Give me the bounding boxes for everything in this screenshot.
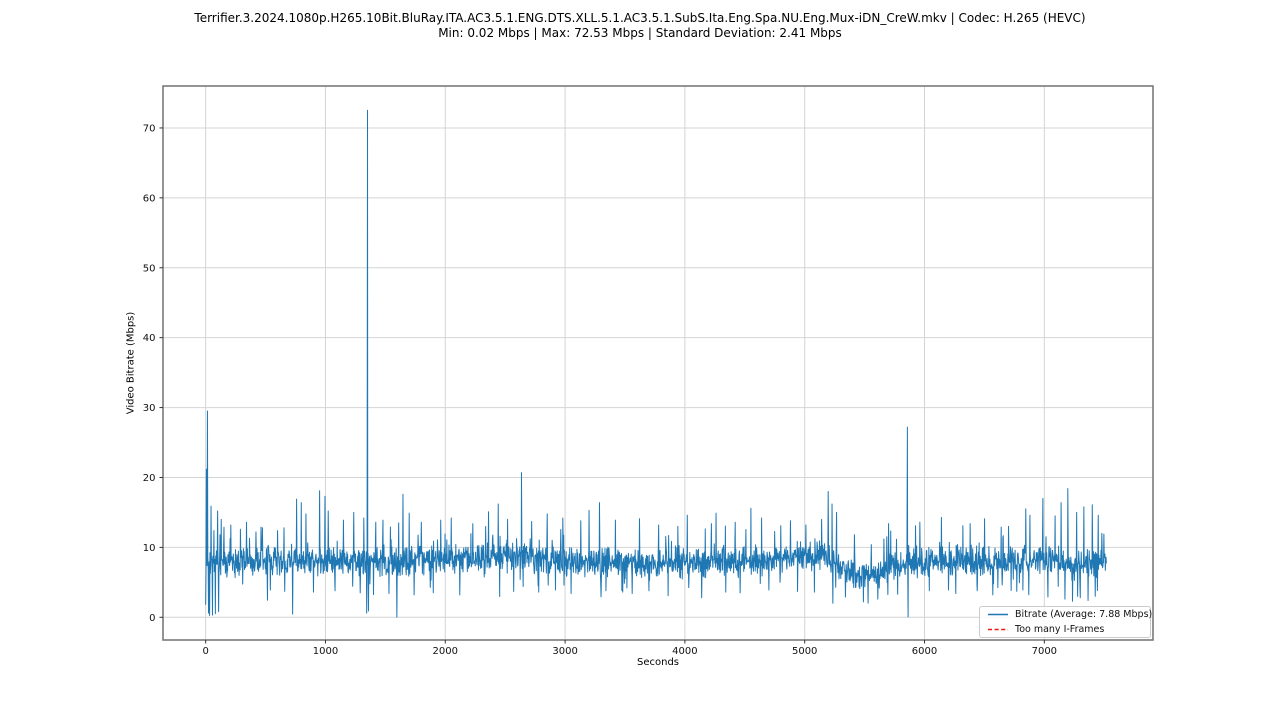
x-tick-label: 1000 [313, 646, 338, 657]
x-tick-label: 0 [202, 646, 208, 657]
y-tick-label: 20 [143, 473, 156, 484]
y-axis-label: Video Bitrate (Mbps) [125, 311, 137, 415]
x-tick-label: 3000 [552, 646, 577, 657]
chart-subtitle: Min: 0.02 Mbps | Max: 72.53 Mbps | Stand… [438, 26, 842, 40]
y-tick-label: 50 [143, 263, 156, 274]
y-tick-label: 10 [143, 543, 156, 554]
x-tick-label: 7000 [1032, 646, 1057, 657]
y-tick-label: 0 [149, 613, 155, 624]
legend-label-iframes: Too many I-Frames [1015, 623, 1105, 635]
x-axis-label: Seconds [636, 657, 680, 668]
x-tick-label: 4000 [672, 646, 697, 657]
x-tick-label: 6000 [912, 646, 937, 657]
plot-border [162, 85, 1154, 641]
y-tick-label: 40 [143, 333, 156, 344]
legend: Bitrate (Average: 7.88 Mbps) Too many I-… [979, 606, 1153, 638]
chart-title: Terrifier.3.2024.1080p.H265.10Bit.BluRay… [194, 11, 1086, 25]
bitrate-series-line [205, 109, 1107, 618]
legend-item-iframes: Too many I-Frames [987, 623, 1150, 637]
y-tick-label: 60 [143, 193, 156, 204]
bitrate-line-swatch [988, 613, 1008, 616]
x-tick-label: 5000 [792, 646, 817, 657]
x-tick-label: 2000 [433, 646, 458, 657]
y-tick-label: 30 [143, 403, 156, 414]
legend-label-bitrate: Bitrate (Average: 7.88 Mbps) [1015, 608, 1153, 620]
legend-item-bitrate: Bitrate (Average: 7.88 Mbps) [987, 608, 1153, 622]
iframes-line-swatch [988, 628, 1008, 631]
y-tick-label: 70 [143, 123, 156, 134]
